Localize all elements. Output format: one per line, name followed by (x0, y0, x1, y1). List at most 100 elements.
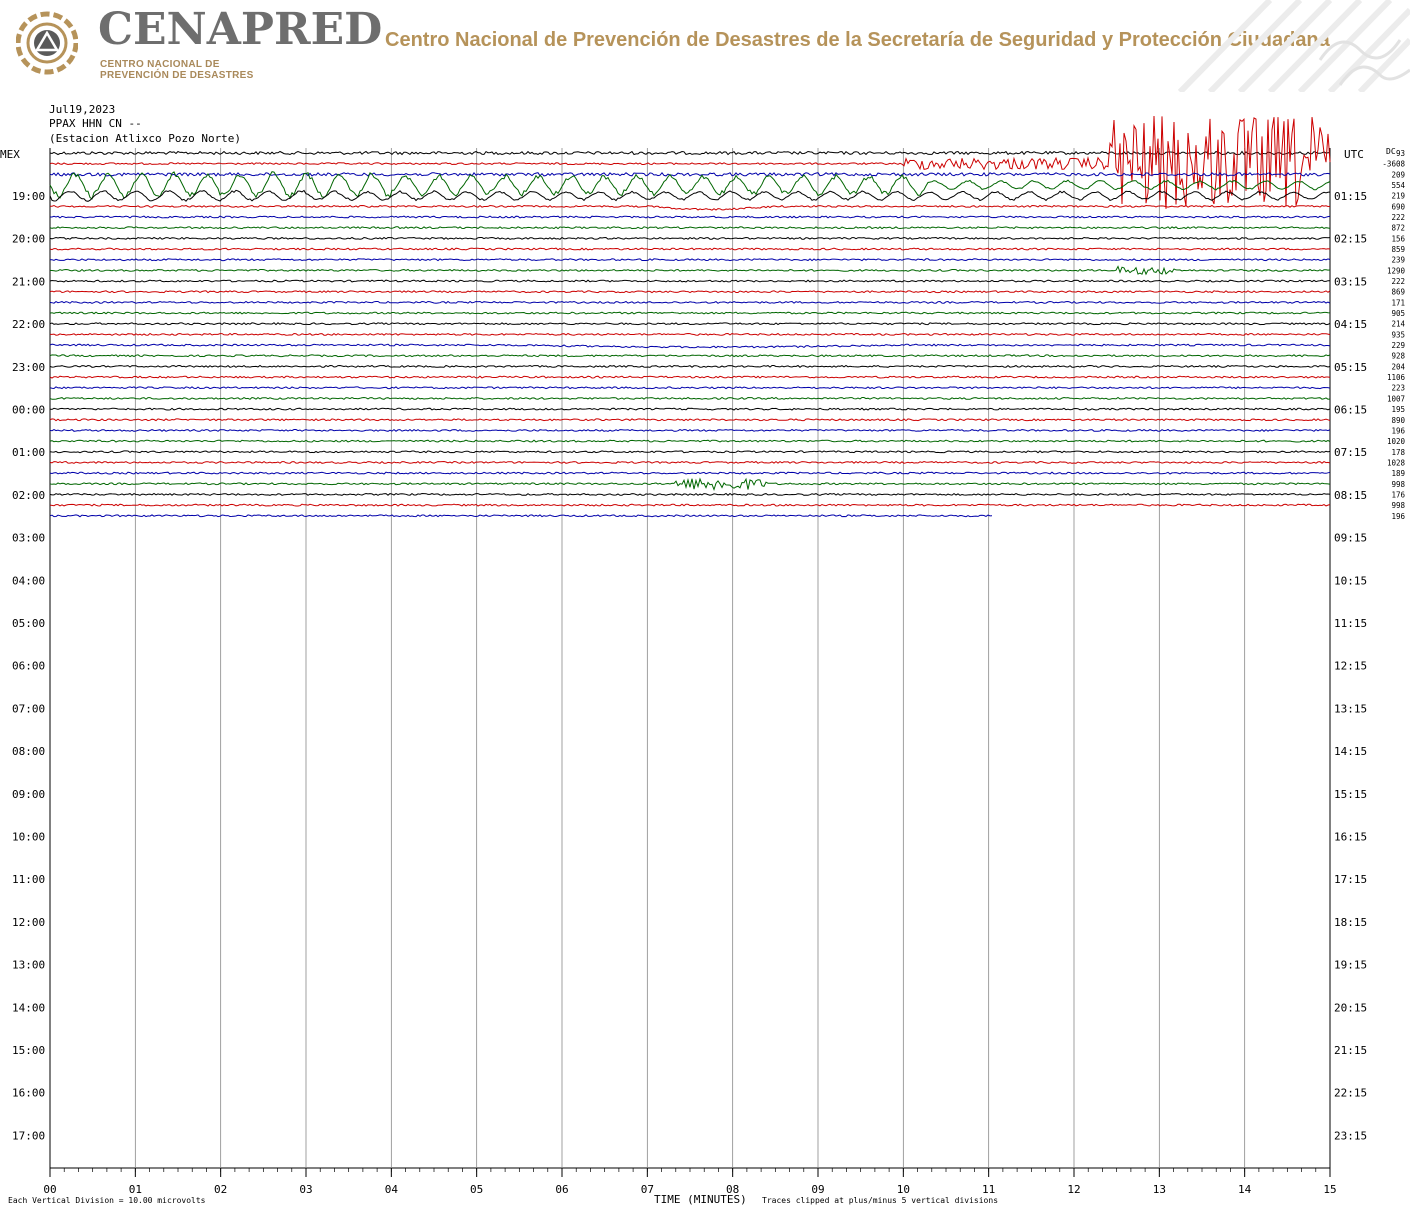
dc-offset-value: 196 (1391, 426, 1405, 435)
right-timezone-label: UTC (1344, 148, 1364, 161)
seismic-trace (49, 407, 1331, 411)
seismic-trace (49, 492, 1331, 496)
dc-offset-value: 204 (1391, 362, 1405, 371)
dc-offset-value: 859 (1391, 245, 1405, 254)
right-hour-label: 13:15 (1334, 702, 1367, 715)
right-hour-label: 18:15 (1334, 916, 1367, 929)
right-hour-label: 07:15 (1334, 446, 1367, 459)
seismic-trace (49, 460, 1331, 464)
dc-offset-value: 156 (1391, 234, 1405, 243)
seismic-trace (49, 428, 1331, 432)
x-axis-title: TIME (MINUTES) (654, 1193, 747, 1206)
seismic-trace (50, 215, 1331, 219)
seismic-trace (50, 332, 1331, 336)
dc-offset-value: 178 (1391, 448, 1405, 457)
x-tick-label: 01 (129, 1183, 142, 1196)
dc-offset-value: 219 (1391, 192, 1405, 201)
seismic-trace (49, 386, 1331, 390)
left-hour-label: 13:00 (12, 959, 45, 972)
seismic-trace (49, 418, 1331, 422)
right-hour-label: 22:15 (1334, 1087, 1367, 1100)
seismic-trace (49, 322, 1331, 326)
left-hour-label: 22:00 (12, 318, 45, 331)
left-hour-label: 07:00 (12, 702, 45, 715)
right-hour-label: 15:15 (1334, 788, 1367, 801)
seismic-trace (49, 471, 1331, 475)
brand-name: CENAPRED (98, 4, 383, 55)
right-hour-label: 04:15 (1334, 318, 1367, 331)
dc-offset-value: 690 (1391, 202, 1405, 211)
seismic-trace (49, 115, 1331, 209)
left-hour-label: 19:00 (12, 190, 45, 203)
dc-offset-value: 1290 (1387, 266, 1406, 275)
site-header: CENAPRED CENTRO NACIONAL DE PREVENCIÓN D… (0, 0, 1410, 92)
seismic-trace (49, 258, 1331, 262)
x-tick-label: 00 (43, 1183, 56, 1196)
left-hour-label: 05:00 (12, 617, 45, 630)
seismic-trace (49, 311, 1331, 315)
decorative-pattern-icon (1177, 0, 1410, 92)
seismic-trace (49, 396, 1331, 400)
right-hour-label: 14:15 (1334, 745, 1367, 758)
seismic-trace (49, 300, 1331, 304)
dc-offset-value: 239 (1391, 256, 1405, 265)
right-hour-label: 10:15 (1334, 574, 1367, 587)
right-hour-label: 21:15 (1334, 1044, 1367, 1057)
x-tick-label: 15 (1323, 1183, 1336, 1196)
left-hour-label: 21:00 (12, 275, 45, 288)
dc-offset-value: 872 (1391, 224, 1405, 233)
seismic-trace (49, 343, 1331, 349)
right-hour-label: 17:15 (1334, 873, 1367, 886)
seismic-trace (49, 503, 1331, 507)
left-hour-label: 15:00 (12, 1044, 45, 1057)
vertical-scale-note: Each Vertical Division = 10.00 microvolt… (8, 1196, 206, 1205)
x-tick-label: 07 (641, 1183, 654, 1196)
dc-offset-value: 176 (1391, 490, 1405, 499)
left-hour-label: 02:00 (12, 489, 45, 502)
right-hour-label: 05:15 (1334, 361, 1367, 374)
seismic-trace (49, 171, 1331, 177)
left-hour-label: 12:00 (12, 916, 45, 929)
seismic-trace (49, 204, 1331, 211)
dc-offset-value: 222 (1391, 277, 1405, 286)
dc-offset-value: 928 (1391, 352, 1405, 361)
left-hour-label: 16:00 (12, 1087, 45, 1100)
x-tick-label: 10 (897, 1183, 910, 1196)
left-hour-label: 06:00 (12, 660, 45, 673)
seismic-trace (49, 450, 1331, 454)
seismic-trace (49, 364, 1331, 368)
cenapred-logo-icon (16, 11, 78, 75)
dc-offset-value: 890 (1391, 416, 1405, 425)
seismic-trace (49, 247, 1331, 251)
seismic-trace (49, 189, 1331, 202)
left-hour-label: 11:00 (12, 873, 45, 886)
dc-offset-value: 209 (1391, 170, 1405, 179)
left-hour-label: 09:00 (12, 788, 45, 801)
dc-offset-value: 196 (1391, 512, 1405, 521)
x-tick-label: 08 (726, 1183, 739, 1196)
grid-lines (49, 148, 1331, 1177)
clipping-note: Traces clipped at plus/minus 5 vertical … (762, 1196, 999, 1205)
right-hour-label: 23:15 (1334, 1129, 1367, 1142)
right-hour-label: 08:15 (1334, 489, 1367, 502)
axis-labels: 00 01 02 03 04 05 06 07 08 09 10 11 12 13 14 15 19:00 20:… (12, 149, 1405, 1196)
dc-offset-value: 554 (1391, 181, 1405, 190)
seismic-trace (49, 375, 1331, 379)
dc-offset-value: 905 (1391, 309, 1405, 318)
seismic-trace (49, 171, 1331, 200)
right-hour-label: 02:15 (1334, 233, 1367, 246)
x-tick-label: 02 (214, 1183, 227, 1196)
seismic-trace (49, 439, 1331, 443)
x-tick-label: 05 (470, 1183, 483, 1196)
right-hour-label: 20:15 (1334, 1001, 1367, 1014)
dc-offset-value: 1007 (1387, 394, 1405, 403)
x-tick-label: 03 (299, 1183, 312, 1196)
dc-offset-value: 195 (1391, 405, 1405, 414)
right-hour-label: 06:15 (1334, 404, 1367, 417)
brand-subtitle-line-1: CENTRO NACIONAL DE (100, 59, 220, 70)
dc-offset-value: 223 (1391, 384, 1405, 393)
x-tick-label: 04 (385, 1183, 399, 1196)
dc-offset-value: -3608 (1382, 160, 1405, 169)
left-hour-label: 03:00 (12, 532, 45, 545)
x-tick-label: 13 (1153, 1183, 1166, 1196)
